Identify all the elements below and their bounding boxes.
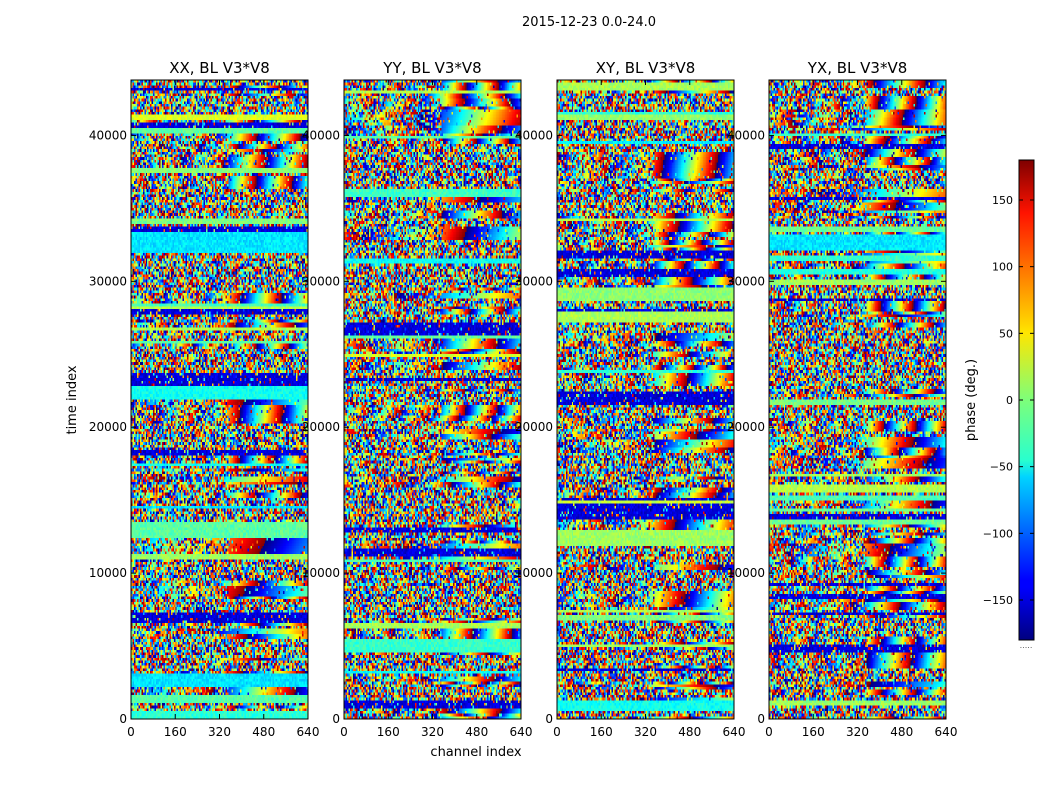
panel-xy: XY, BL V3*V8 0 160 320 480 640 0 10000 20000 3000…	[515, 59, 746, 739]
y-tick-label: 30000	[89, 274, 127, 288]
phase-image-xy	[557, 80, 734, 719]
y-tick-label: 0	[545, 712, 553, 726]
panel-title-xy: XY, BL V3*V8	[596, 59, 696, 77]
colorbar-label: phase (deg.)	[964, 359, 979, 441]
x-tick-label: 0	[340, 725, 348, 739]
y-tick-label: 20000	[515, 420, 553, 434]
colorbar-tick-label: −50	[990, 461, 1013, 474]
y-tick-label: 0	[119, 712, 127, 726]
x-tick-label: 320	[846, 725, 869, 739]
colorbar-offset-label: .....	[1020, 641, 1033, 650]
x-tick-label: 480	[252, 725, 275, 739]
y-tick-label: 30000	[302, 274, 340, 288]
x-tick-label: 320	[634, 725, 657, 739]
colorbar-tick-label: −150	[983, 594, 1013, 607]
phase-image-yx	[769, 80, 946, 719]
colorbar-ticks: 150 100 50 0 −50 −100 −150	[983, 194, 1034, 607]
y-tick-label: 20000	[89, 420, 127, 434]
y-tick-label: 40000	[302, 128, 340, 142]
colorbar-tick-label: 150	[992, 194, 1013, 207]
colorbar-tick-label: 50	[999, 327, 1013, 340]
panel-yy: YY, BL V3*V8 0 160 320 480 640 0 10000 20000 3000…	[302, 59, 533, 739]
x-tick-label: 160	[164, 725, 187, 739]
phase-image-xx	[131, 80, 308, 719]
colorbar-tick-label: −100	[983, 527, 1013, 540]
x-tick-label: 160	[377, 725, 400, 739]
y-tick-label: 10000	[727, 566, 765, 580]
x-tick-label: 480	[678, 725, 701, 739]
panels-group: XX, BL V3*V8 0 160 320 480 640 0 10000 20000 3000…	[89, 59, 958, 739]
y-tick-label: 0	[332, 712, 340, 726]
panel-title-yx: YX, BL V3*V8	[807, 59, 908, 77]
x-tick-label: 0	[553, 725, 561, 739]
x-tick-label: 480	[890, 725, 913, 739]
colorbar-tick-label: 100	[992, 261, 1013, 274]
y-tick-label: 40000	[727, 128, 765, 142]
y-axis-label: time index	[65, 365, 80, 434]
colorbar: 150 100 50 0 −50 −100 −150 phase (deg.) .....	[964, 159, 1035, 650]
x-tick-label: 160	[590, 725, 613, 739]
x-tick-label: 640	[723, 725, 746, 739]
colorbar-tick-label: 0	[1006, 394, 1013, 407]
panel-yx: YX, BL V3*V8 0 160 320 480 640 0 10000 20000 3000…	[727, 59, 958, 739]
panel-xx: XX, BL V3*V8 0 160 320 480 640 0 10000 20000 3000…	[89, 59, 320, 739]
y-tick-label: 30000	[515, 274, 553, 288]
y-tick-label: 10000	[302, 566, 340, 580]
x-axis-label: channel index	[430, 745, 521, 760]
phase-image-yy	[344, 80, 521, 719]
y-tick-label: 40000	[89, 128, 127, 142]
x-tick-label: 160	[802, 725, 825, 739]
y-tick-label: 40000	[515, 128, 553, 142]
panel-title-yy: YY, BL V3*V8	[382, 59, 481, 77]
panel-title-xx: XX, BL V3*V8	[169, 59, 270, 77]
x-tick-label: 320	[421, 725, 444, 739]
x-tick-label: 320	[208, 725, 231, 739]
y-tick-label: 20000	[727, 420, 765, 434]
figure-suptitle: 2015-12-23 0.0-24.0	[522, 15, 656, 30]
x-tick-label: 480	[465, 725, 488, 739]
y-tick-label: 30000	[727, 274, 765, 288]
x-tick-label: 0	[765, 725, 773, 739]
x-tick-label: 0	[127, 725, 135, 739]
y-tick-label: 0	[757, 712, 765, 726]
y-tick-label: 10000	[515, 566, 553, 580]
x-tick-label: 640	[297, 725, 320, 739]
x-tick-label: 640	[935, 725, 958, 739]
y-tick-label: 20000	[302, 420, 340, 434]
y-tick-label: 10000	[89, 566, 127, 580]
x-tick-label: 640	[510, 725, 533, 739]
